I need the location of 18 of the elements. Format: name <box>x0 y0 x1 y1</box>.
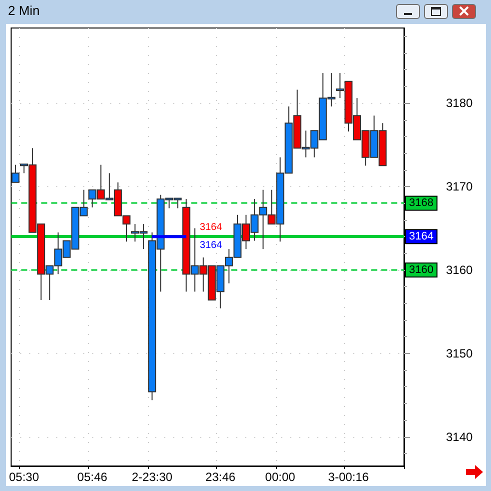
y-tick-label: 3180 <box>446 96 474 110</box>
ref-line-label: 3164 <box>409 230 434 243</box>
x-tick-label: 2-23:30 <box>132 470 173 484</box>
annotation: 3164 <box>200 222 222 234</box>
y-tick-label: 3160 <box>446 262 474 277</box>
y-tick-label: 3150 <box>446 346 474 360</box>
chart-title: 2 Min <box>8 3 40 18</box>
y-tick-label: 3170 <box>446 180 474 194</box>
y-tick-label: 3140 <box>446 430 474 444</box>
ref-line-label: 3160 <box>409 264 434 276</box>
ref-line-label: 3168 <box>409 197 434 210</box>
x-tick-label: 05:30 <box>8 470 40 484</box>
x-tick-label: 23:46 <box>205 470 236 484</box>
x-tick-label: 05:46 <box>77 470 108 484</box>
annotation: 3164 <box>200 240 222 252</box>
x-tick-label: 00:00 <box>265 470 296 484</box>
candlestick <box>11 164 20 183</box>
x-tick-label: 3-00:16 <box>328 470 370 484</box>
